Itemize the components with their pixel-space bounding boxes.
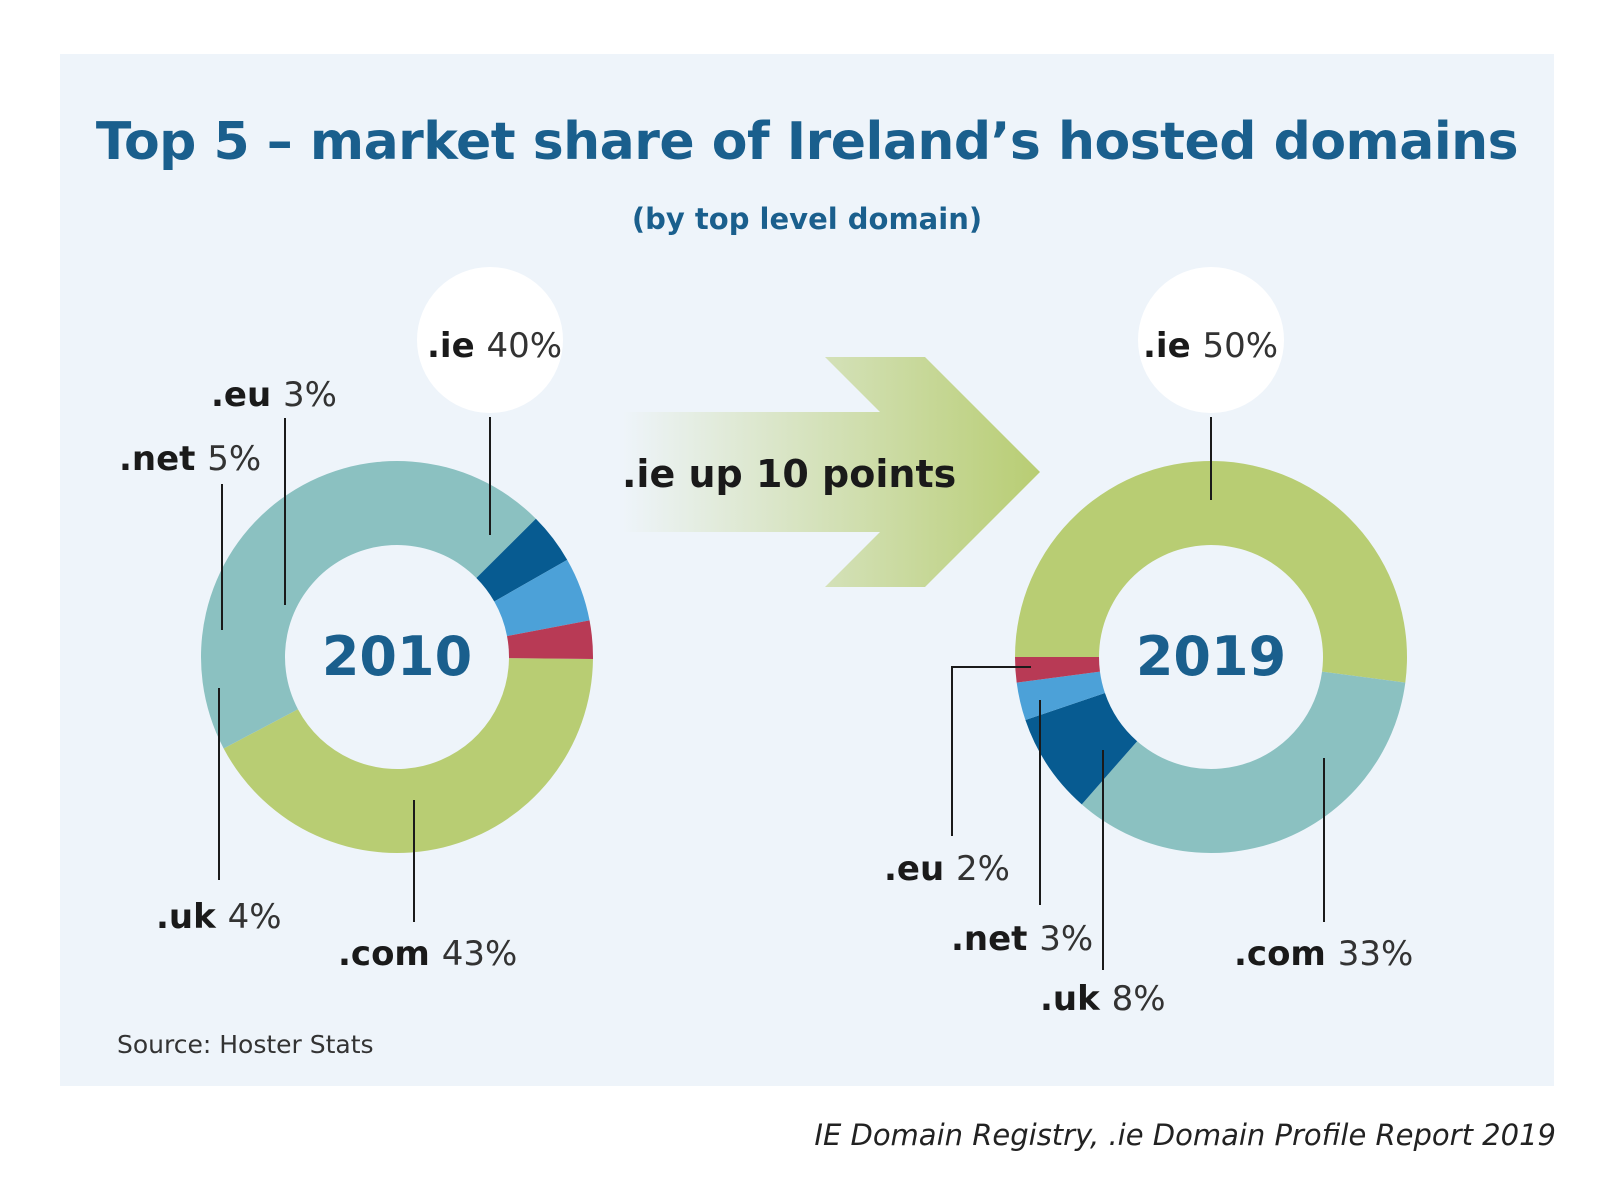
slice-eu-2010 (507, 620, 593, 660)
slice-label-value: 43% (442, 934, 518, 974)
slice-label-name: .com (1234, 934, 1338, 974)
donut-chart-2019: 2019.ie 50%.com 33%.uk 8%.net 3%.eu 2% (884, 267, 1413, 1019)
source-note: Source: Hoster Stats (117, 1030, 374, 1059)
slice-label-value: 33% (1338, 934, 1414, 974)
slice-label-value: 3% (283, 375, 337, 415)
slice-uk-2010 (476, 518, 568, 602)
slice-label-com: .com 33% (1234, 934, 1413, 974)
slice-label-value: 3% (1039, 919, 1093, 959)
slice-label-value: 40% (486, 326, 562, 366)
chart-subtitle: (by top level domain) (631, 202, 983, 236)
slice-label-com: .com 43% (338, 934, 517, 974)
slice-com-2019 (1081, 671, 1406, 854)
center-year-label: 2019 (1136, 625, 1286, 688)
credit-note: IE Domain Registry, .ie Domain Profile R… (814, 1118, 1556, 1152)
leader-line (951, 666, 1031, 836)
slice-label-value: 50% (1202, 326, 1278, 366)
slice-label-eu: .eu 3% (211, 375, 337, 415)
trend-arrow (622, 357, 1040, 587)
arrow-label: .ie up 10 points (622, 452, 956, 496)
slice-label-net: .net 3% (951, 919, 1093, 959)
center-year-label: 2010 (322, 625, 472, 688)
slice-label-value: 4% (228, 897, 282, 937)
chart-title: Top 5 – market share of Ireland’s hosted… (95, 112, 1519, 172)
slice-com-2010 (201, 461, 536, 749)
slice-eu-2019 (1015, 657, 1100, 683)
donut-chart-2010: 2010 .ie 40% .com 43% .uk 4% .net 5% .eu 3% (119, 267, 593, 974)
slice-label-ie: .ie 40% (427, 326, 562, 366)
slice-label-value: 8% (1112, 979, 1166, 1019)
slice-label-uk: .uk 8% (1040, 979, 1166, 1019)
slice-label-net: .net 5% (119, 439, 261, 479)
slice-label-name: .eu (211, 375, 283, 415)
slice-uk-2019 (1025, 693, 1138, 805)
slice-net-2019 (1016, 671, 1105, 721)
slice-label-value: 2% (956, 849, 1010, 889)
slice-label-eu: .eu 2% (884, 849, 1010, 889)
slice-label-name: .net (119, 439, 207, 479)
slice-label-name: .uk (1040, 979, 1112, 1019)
ie-label-bubble (1138, 267, 1284, 413)
slice-ie-2019 (1015, 461, 1407, 683)
slice-label-name: .ie (1143, 326, 1202, 366)
slice-label-name: .uk (156, 897, 228, 937)
slice-label-value: 5% (207, 439, 261, 479)
slice-label-name: .net (951, 919, 1039, 959)
slice-net-2010 (494, 559, 590, 637)
slice-label-name: .ie (427, 326, 486, 366)
slice-label-name: .eu (884, 849, 956, 889)
slice-label-ie: .ie 50% (1143, 326, 1278, 366)
ie-label-bubble (417, 267, 563, 413)
slice-label-name: .com (338, 934, 442, 974)
slice-ie-2010 (223, 658, 593, 853)
slice-label-uk: .uk 4% (156, 897, 282, 937)
